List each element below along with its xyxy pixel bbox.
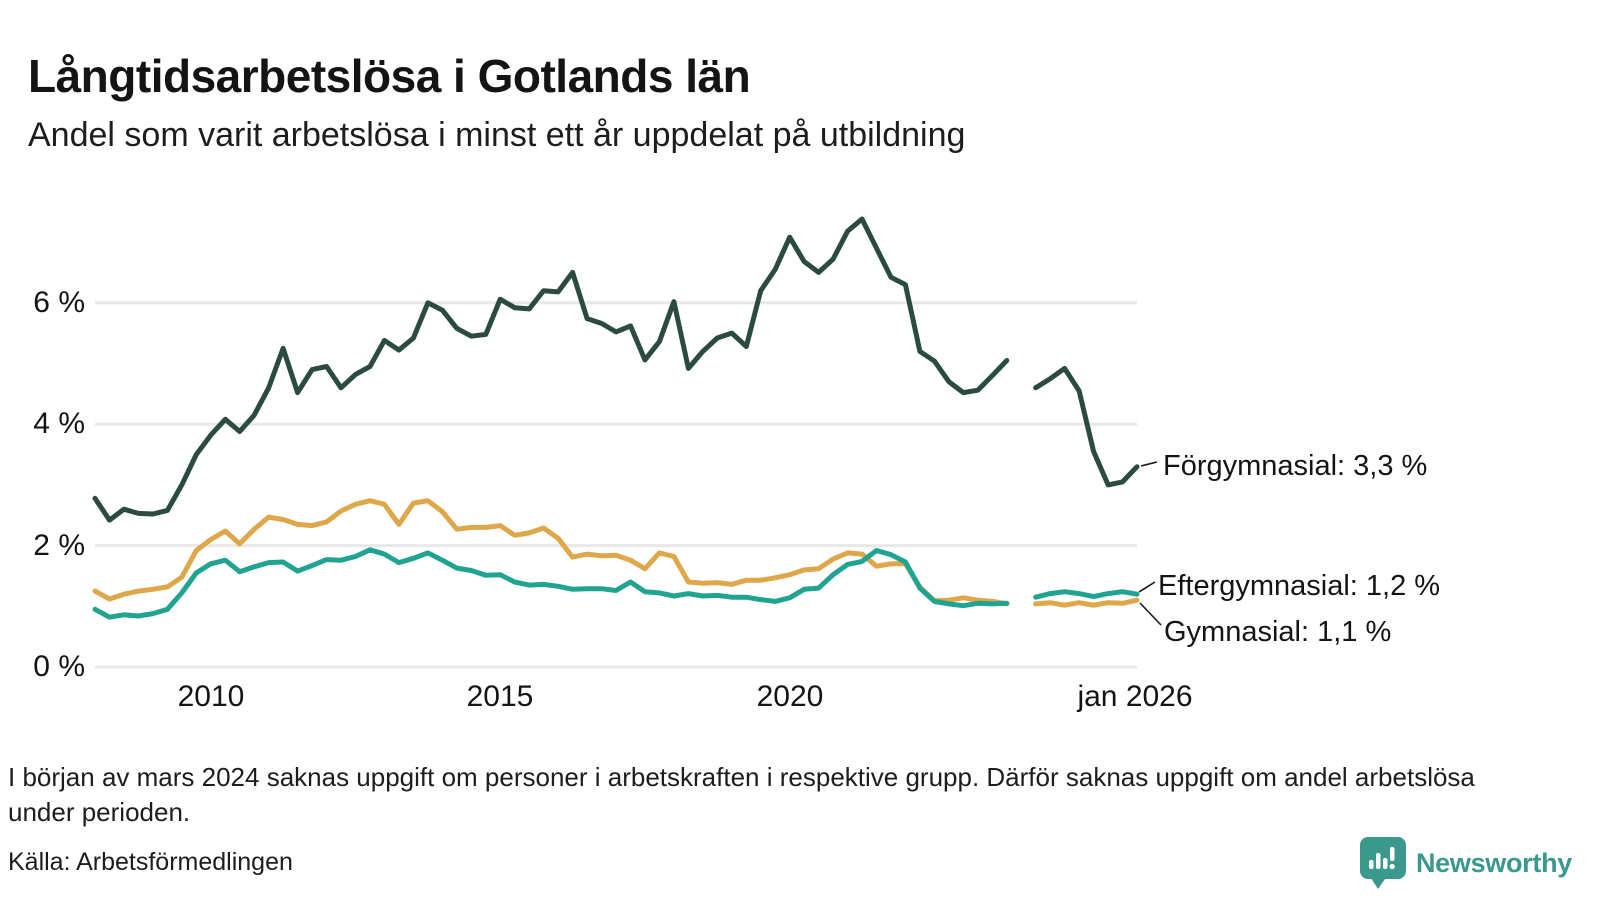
newsworthy-logo-text: Newsworthy — [1415, 847, 1572, 878]
x-axis-tick-2020: 2020 — [756, 680, 824, 713]
x-axis-tick-jan-2026: jan 2026 — [1077, 680, 1193, 713]
connector-gymnasial — [1139, 602, 1162, 626]
source-attribution: Källa: Arbetsförmedlingen — [8, 848, 293, 876]
connector-forgymnasial — [1140, 461, 1158, 467]
y-axis-tick-2: 2 % — [33, 529, 85, 562]
series-end-label-gymnasial: Gymnasial: 1,1 % — [1164, 616, 1392, 648]
y-axis-tick-4: 4 % — [33, 407, 85, 440]
x-axis-tick-2010: 2010 — [177, 680, 245, 713]
series-end-label-eftergymnasial: Eftergymnasial: 1,2 % — [1158, 570, 1441, 602]
newsworthy-logo[interactable]: Newsworthy — [1359, 836, 1572, 890]
gridlines — [95, 301, 1137, 669]
y-axis-tick-6: 6 % — [33, 286, 85, 319]
connector-eftergymnasial — [1138, 581, 1156, 593]
series-line-gymnasial — [92, 498, 1140, 608]
series-line-eftergymnasial — [92, 547, 1140, 620]
series-end-label-forgymnasial: Förgymnasial: 3,3 % — [1163, 450, 1428, 482]
series-lines — [92, 216, 1140, 620]
series-line-forgymnasial — [92, 216, 1140, 523]
chart-subtitle: Andel som varit arbetslösa i minst ett å… — [28, 116, 966, 154]
annotation-connectors — [1138, 461, 1162, 626]
x-axis-tick-2015: 2015 — [466, 680, 534, 713]
chart-footnote: I början av mars 2024 saknas uppgift om … — [8, 762, 1475, 827]
page-title: Långtidsarbetslösa i Gotlands län — [28, 49, 751, 102]
y-axis-tick-0: 0 % — [33, 650, 85, 683]
newsworthy-bubble-icon — [1359, 837, 1406, 889]
